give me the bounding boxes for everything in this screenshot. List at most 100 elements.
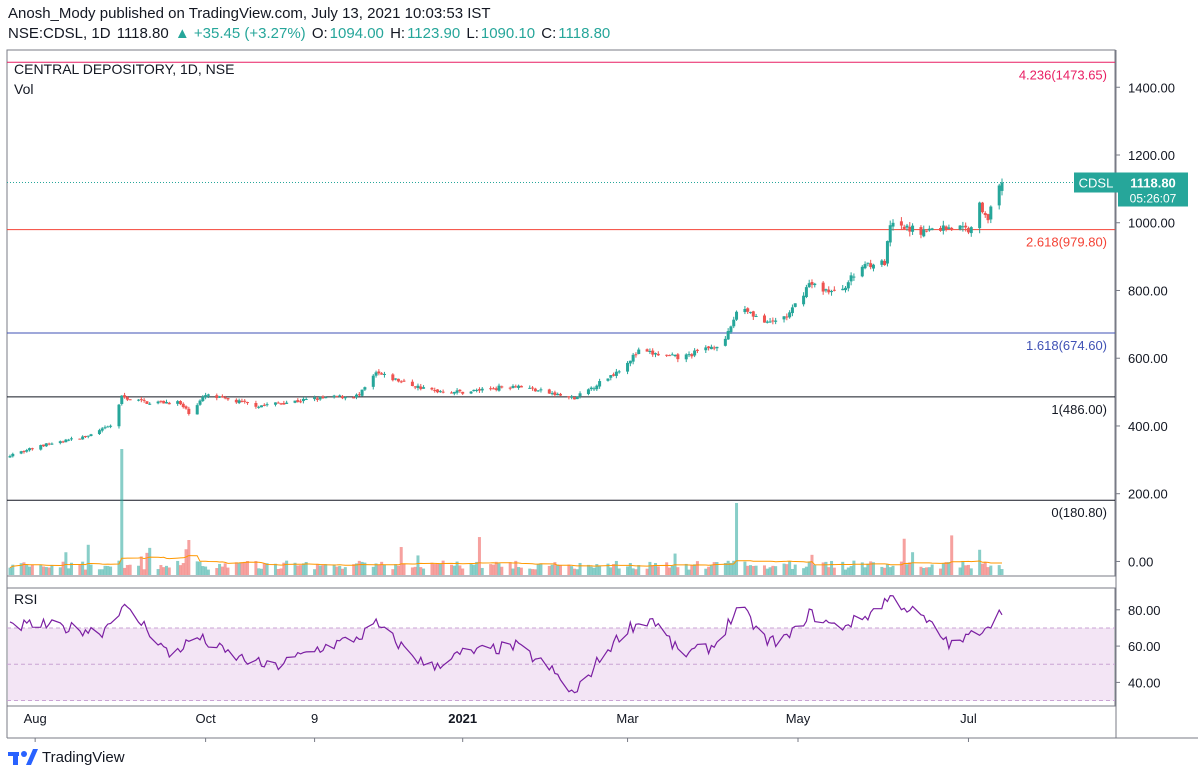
- candle-body: [176, 401, 180, 404]
- candle-body: [1000, 182, 1004, 191]
- candle-body: [888, 225, 892, 243]
- candle-body: [598, 381, 602, 387]
- volume-bar: [726, 560, 730, 575]
- candle-body: [693, 350, 697, 356]
- candle-body: [391, 374, 395, 381]
- symbol-label[interactable]: NSE:CDSL, 1D: [8, 25, 111, 42]
- volume-bar: [25, 564, 29, 575]
- volume-bar: [100, 569, 104, 575]
- volume-bar: [8, 567, 12, 575]
- volume-bar: [22, 562, 26, 575]
- brand-label: TradingView: [42, 748, 125, 766]
- candle-body: [709, 346, 713, 350]
- candle-body: [44, 443, 48, 447]
- candle-body: [902, 226, 906, 229]
- candle-body: [592, 388, 596, 390]
- candle-body: [891, 222, 895, 227]
- candle-body: [723, 338, 727, 346]
- candle-body: [332, 395, 336, 398]
- candle-body: [243, 400, 247, 402]
- volume-bar: [609, 567, 613, 575]
- candle-body: [810, 282, 814, 285]
- candle-body: [927, 228, 931, 231]
- volume-bar: [86, 544, 90, 575]
- price-tick-label-2: 1000.00: [1128, 216, 1175, 231]
- candle-body: [139, 399, 143, 401]
- candle-body: [296, 400, 300, 402]
- volume-bar: [528, 568, 532, 575]
- candle-body: [220, 396, 224, 398]
- candle-body: [866, 262, 870, 264]
- volume-bar: [511, 568, 515, 575]
- candle-body: [86, 435, 90, 437]
- candle-body: [187, 408, 191, 414]
- close-value: 1118.80: [558, 25, 611, 42]
- candle-body: [416, 385, 420, 389]
- candle-body: [223, 397, 227, 399]
- volume-bar: [807, 561, 811, 575]
- volume-bar: [586, 564, 590, 575]
- candle-body: [352, 397, 356, 399]
- volume-bar: [606, 563, 610, 575]
- volume-bar: [338, 566, 342, 575]
- candle-body: [609, 375, 613, 378]
- volume-bar: [341, 568, 345, 575]
- candle-body: [164, 402, 168, 404]
- volume-bar: [223, 563, 227, 575]
- change-value: ▲ +35.45 (+3.27%): [174, 25, 306, 42]
- volume-bar: [461, 568, 465, 575]
- volume-bar: [360, 561, 364, 575]
- candle-body: [634, 354, 638, 356]
- price-tick-label-4: 600.00: [1128, 351, 1168, 366]
- volume-bar: [824, 561, 828, 575]
- candle-body: [589, 387, 593, 390]
- candle-body: [184, 406, 188, 409]
- candle-body: [567, 396, 571, 398]
- candle-body: [735, 311, 739, 320]
- vol-legend: Vol: [14, 81, 33, 97]
- volume-bar: [363, 562, 367, 575]
- volume-bar: [1000, 569, 1004, 575]
- volume-bar: [480, 567, 484, 575]
- volume-bar: [142, 569, 146, 575]
- candle-body: [489, 388, 493, 390]
- candle-body: [860, 266, 864, 277]
- candle-body: [371, 375, 375, 387]
- volume-bar: [966, 564, 970, 575]
- candle-body: [908, 226, 912, 232]
- volume-bar: [997, 565, 1001, 575]
- volume-bar: [301, 563, 305, 575]
- candle-body: [100, 428, 104, 431]
- volume-bar: [139, 556, 143, 575]
- volume-bar: [821, 562, 825, 575]
- tradingview-logo[interactable]: TradingView: [8, 748, 125, 766]
- volume-bar: [176, 560, 180, 575]
- price-pane: [6, 49, 1116, 577]
- volume-bar: [595, 564, 599, 575]
- candle-body: [304, 399, 308, 401]
- volume-bar: [765, 568, 769, 575]
- volume-bar: [296, 565, 300, 575]
- candle-body: [790, 307, 794, 314]
- volume-bar: [413, 566, 417, 575]
- volume-bar: [693, 564, 697, 575]
- volume-bar: [751, 565, 755, 575]
- volume-bar: [830, 560, 834, 575]
- candle-body: [871, 264, 875, 269]
- candle-body: [852, 276, 856, 278]
- candle-body: [844, 287, 848, 291]
- volume-bar: [813, 564, 817, 575]
- rsi-line: [9, 594, 1003, 694]
- candle-body: [687, 354, 691, 356]
- candle-body: [961, 226, 965, 228]
- volume-bar: [612, 564, 616, 575]
- volume-bar: [793, 564, 797, 575]
- volume-bar: [888, 567, 892, 575]
- volume-bar: [259, 568, 263, 575]
- volume-bar: [684, 563, 688, 575]
- volume-bar: [517, 567, 521, 575]
- volume-bar: [243, 561, 247, 575]
- candle-body: [570, 396, 574, 398]
